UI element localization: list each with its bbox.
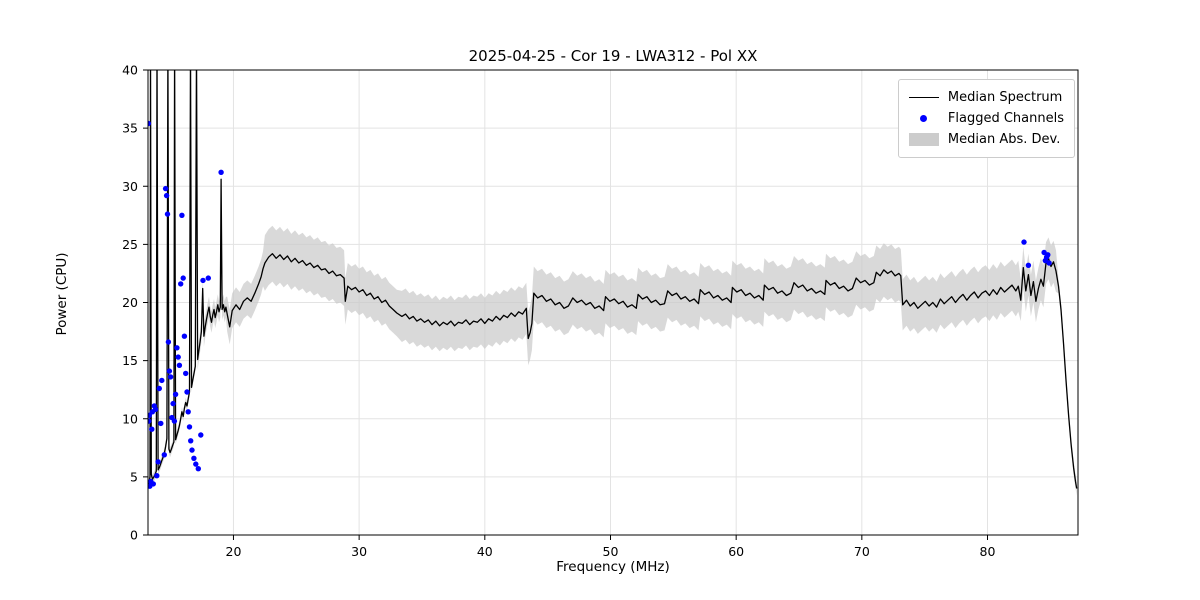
x-tick-label: 70 <box>854 544 870 559</box>
legend: Median Spectrum Flagged Channels Median … <box>897 79 1075 158</box>
x-tick-label: 40 <box>477 544 493 559</box>
y-tick-label: 15 <box>122 353 138 368</box>
x-tick-label: 60 <box>728 544 744 559</box>
legend-label: Median Abs. Dev. <box>947 132 1061 147</box>
y-tick-label: 25 <box>122 237 138 252</box>
mad-band <box>148 70 1077 496</box>
legend-item-median-spectrum: Median Spectrum <box>908 87 1064 108</box>
legend-item-flagged-channels: Flagged Channels <box>908 108 1064 129</box>
legend-line-sample <box>908 97 940 98</box>
y-tick-label: 30 <box>122 179 138 194</box>
y-tick-label: 20 <box>122 295 138 310</box>
tick-marks-and-labels: 20 30 40 50 60 70 80 0 5 10 15 20 25 30 35 40 <box>122 63 995 560</box>
legend-label: Median Spectrum <box>947 90 1063 105</box>
y-tick-label: 0 <box>130 528 138 543</box>
x-tick-label: 20 <box>226 544 242 559</box>
legend-marker-sample <box>908 115 940 122</box>
y-axis-label: Power (CPU) <box>54 252 70 336</box>
x-tick-label: 80 <box>980 544 996 559</box>
flagged-channel-markers <box>148 120 1052 489</box>
y-tick-label: 10 <box>122 411 138 426</box>
legend-label: Flagged Channels <box>947 111 1064 126</box>
x-tick-label: 50 <box>603 544 619 559</box>
y-tick-label: 35 <box>122 121 138 136</box>
x-tick-label: 30 <box>351 544 367 559</box>
y-tick-label: 40 <box>122 63 138 78</box>
x-axis-label: Frequency (MHz) <box>556 559 670 575</box>
legend-item-median-abs-dev: Median Abs. Dev. <box>908 129 1064 150</box>
legend-patch-sample <box>908 133 940 146</box>
y-tick-label: 5 <box>130 469 138 484</box>
chart-title: 2025-04-25 - Cor 19 - LWA312 - Pol XX <box>468 47 758 65</box>
median-spectrum-line <box>148 70 1078 489</box>
